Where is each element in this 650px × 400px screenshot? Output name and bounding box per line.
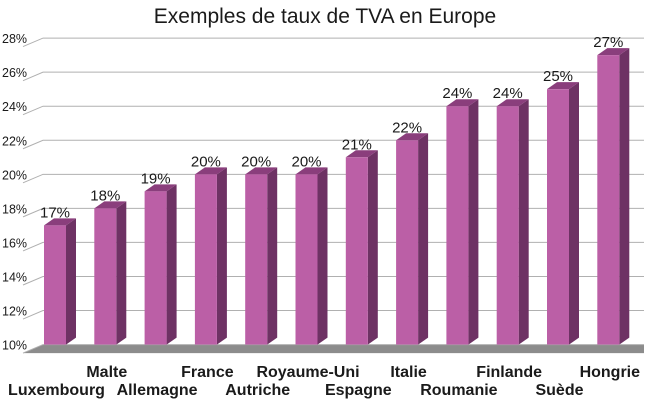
svg-text:Suède: Suède: [535, 382, 583, 399]
svg-text:20%: 20%: [291, 153, 321, 170]
svg-text:24%: 24%: [442, 85, 472, 102]
svg-text:14%: 14%: [2, 271, 27, 285]
svg-text:Espagne: Espagne: [325, 382, 392, 399]
svg-text:Luxembourg: Luxembourg: [8, 382, 105, 399]
svg-text:12%: 12%: [2, 305, 27, 319]
svg-text:16%: 16%: [2, 236, 27, 250]
svg-text:Malte: Malte: [86, 364, 127, 381]
svg-text:Autriche: Autriche: [225, 382, 290, 399]
svg-text:21%: 21%: [342, 136, 372, 153]
svg-text:24%: 24%: [493, 85, 523, 102]
svg-text:Hongrie: Hongrie: [580, 364, 641, 381]
svg-text:17%: 17%: [40, 204, 70, 221]
svg-text:20%: 20%: [2, 168, 27, 182]
svg-text:18%: 18%: [2, 202, 27, 216]
svg-text:20%: 20%: [241, 153, 271, 170]
svg-text:26%: 26%: [2, 66, 27, 80]
svg-text:France: France: [181, 364, 234, 381]
svg-text:Roumanie: Roumanie: [420, 382, 497, 399]
svg-text:Finlande: Finlande: [476, 364, 542, 381]
svg-text:28%: 28%: [2, 32, 27, 46]
svg-text:Allemagne: Allemagne: [117, 382, 198, 399]
svg-text:22%: 22%: [392, 119, 422, 136]
svg-text:25%: 25%: [543, 68, 573, 85]
svg-text:Royaume-Uni: Royaume-Uni: [256, 364, 359, 381]
svg-text:22%: 22%: [2, 134, 27, 148]
svg-text:18%: 18%: [90, 187, 120, 204]
svg-text:20%: 20%: [191, 153, 221, 170]
svg-text:24%: 24%: [2, 100, 27, 114]
svg-text:Italie: Italie: [390, 364, 427, 381]
svg-text:27%: 27%: [593, 34, 623, 51]
svg-text:19%: 19%: [141, 170, 171, 187]
svg-text:10%: 10%: [2, 339, 27, 353]
